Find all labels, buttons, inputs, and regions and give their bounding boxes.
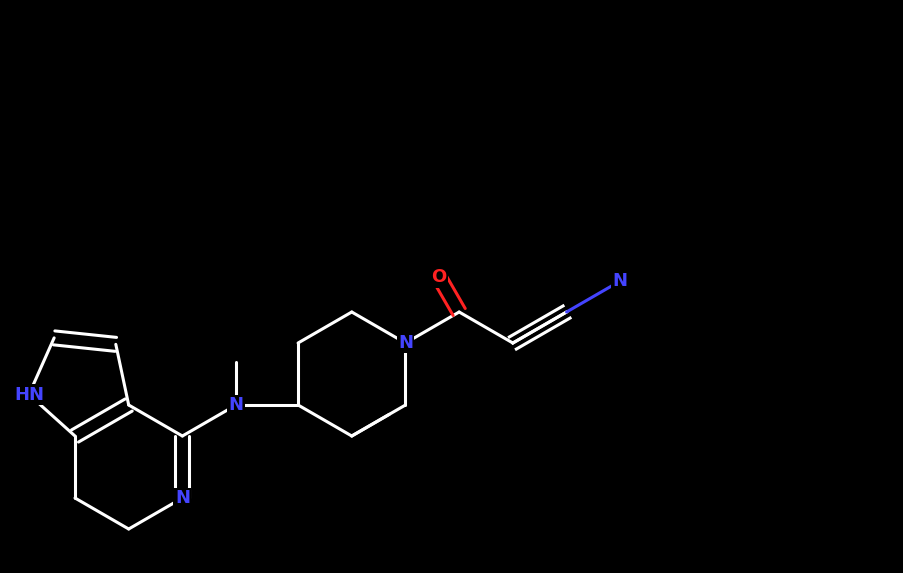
Text: HN: HN [14, 386, 44, 403]
Text: N: N [397, 334, 413, 352]
Text: N: N [228, 396, 243, 414]
Text: N: N [612, 272, 627, 290]
Text: O: O [431, 268, 446, 286]
Text: N: N [174, 489, 190, 507]
